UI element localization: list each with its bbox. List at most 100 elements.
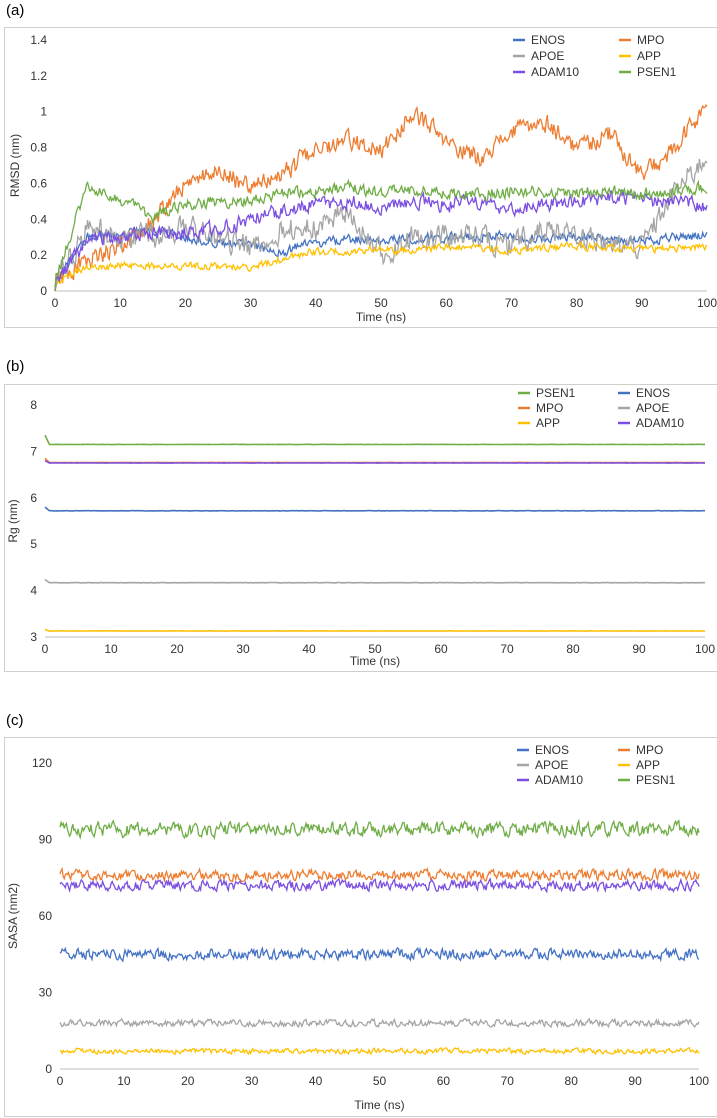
legend-label: PESN1: [636, 773, 676, 787]
x-tick-label: 80: [566, 642, 580, 656]
x-tick-label: 40: [309, 296, 323, 310]
series-line-adam10: [44, 459, 706, 464]
y-tick-label: 4: [30, 584, 37, 598]
legend-label: APP: [637, 49, 661, 63]
y-axis-label: RMSD (nm): [8, 134, 22, 197]
x-tick-label: 0: [52, 296, 59, 310]
legend-label: ADAM10: [535, 773, 583, 787]
legend-label: APOE: [636, 401, 669, 415]
legend-label: APP: [536, 416, 560, 430]
x-tick-label: 20: [170, 642, 184, 656]
y-tick-label: 0.2: [30, 248, 47, 262]
x-tick-label: 60: [434, 642, 448, 656]
legend-label: ENOS: [535, 743, 569, 757]
chart-a-svg: 0 0.2 0.4 0.6 0.8 1 1.2 1.4 0 10 20 30 40 50 60 70 80 90 1…: [8, 33, 717, 324]
y-tick-label: 6: [30, 491, 37, 505]
legend-label: APP: [636, 758, 660, 772]
x-tick-label: 100: [697, 296, 717, 310]
series-line-psen1: [54, 178, 708, 292]
x-tick-label: 60: [437, 1074, 451, 1088]
x-tick-label: 30: [245, 1074, 259, 1088]
x-tick-label: 0: [42, 642, 49, 656]
x-tick-label: 10: [117, 1074, 131, 1088]
y-tick-label: 30: [39, 986, 53, 1000]
x-tick-label: 100: [695, 642, 715, 656]
x-tick-label: 70: [501, 1074, 515, 1088]
series-line-adam10: [59, 877, 700, 894]
series-line-apoe: [59, 1017, 700, 1029]
chart-a: 0 0.2 0.4 0.6 0.8 1 1.2 1.4 0 10 20 30 40 50 60 70 80 90 1…: [4, 27, 717, 328]
series-line-mpo: [59, 866, 700, 884]
y-axis-label: Rg (nm): [6, 499, 20, 542]
y-tick-label: 90: [39, 833, 53, 847]
x-tick-label: 90: [635, 296, 649, 310]
y-tick-label: 0: [40, 284, 47, 298]
x-tick-label: 70: [505, 296, 519, 310]
y-tick-label: 1: [40, 105, 47, 119]
y-tick-label: 120: [32, 756, 52, 770]
series-line-psen1: [44, 434, 705, 446]
x-tick-label: 20: [179, 296, 193, 310]
legend-label: MPO: [536, 401, 563, 415]
x-tick-label: 80: [565, 1074, 579, 1088]
x-tick-label: 40: [309, 1074, 323, 1088]
series-line-apoe: [44, 578, 706, 584]
x-tick-label: 50: [373, 1074, 387, 1088]
x-tick-label: 90: [628, 1074, 642, 1088]
series-line-app: [54, 241, 708, 292]
y-tick-label: 0.6: [30, 176, 47, 190]
legend-label: ADAM10: [531, 65, 579, 79]
x-axis-label: Time (ns): [356, 310, 406, 324]
y-tick-label: 1.4: [30, 33, 47, 47]
x-axis-label: Time (ns): [350, 654, 400, 668]
x-tick-label: 50: [374, 296, 388, 310]
y-tick-label: 3: [30, 630, 37, 644]
x-tick-label: 10: [114, 296, 128, 310]
panel-label-a: (a): [6, 2, 25, 19]
series-line-enos: [59, 945, 700, 963]
y-tick-label: 0.8: [30, 141, 47, 155]
x-tick-label: 40: [302, 642, 316, 656]
legend-label: PSEN1: [637, 65, 677, 79]
x-tick-label: 50: [368, 642, 382, 656]
x-tick-label: 10: [104, 642, 118, 656]
y-tick-label: 7: [30, 444, 37, 458]
x-tick-label: 30: [244, 296, 258, 310]
series-line-mpo: [44, 457, 706, 464]
legend-label: ADAM10: [636, 416, 684, 430]
chart-b: 3 4 5 6 7 8 0 10 20 30 40 50 60 70 80 90 100 Time (ns) Rg …: [4, 384, 717, 672]
y-axis-label: SASA (nm2): [6, 883, 20, 949]
legend-label: PSEN1: [536, 386, 576, 400]
x-tick-label: 0: [57, 1074, 64, 1088]
x-tick-label: 80: [570, 296, 584, 310]
series-line-app: [44, 628, 706, 633]
panel-label-b: (b): [6, 358, 25, 375]
series-line-adam10: [54, 188, 708, 292]
x-tick-label: 100: [689, 1074, 709, 1088]
legend-label: ENOS: [531, 33, 565, 47]
x-tick-label: 60: [440, 296, 454, 310]
x-axis-label: Time (ns): [354, 1098, 404, 1112]
x-tick-label: 90: [632, 642, 646, 656]
legend-label: APOE: [535, 758, 568, 772]
legend-label: APOE: [531, 49, 564, 63]
y-tick-label: 0.4: [30, 212, 47, 226]
chart-c-svg: 0 30 60 90 120 0 10 20 30 40 50 60 70 80 90 100 Time (ns…: [6, 743, 709, 1112]
y-tick-label: 8: [30, 398, 37, 412]
series-line-app: [59, 1046, 700, 1056]
series-line-mpo: [54, 104, 708, 292]
legend-label: MPO: [637, 33, 664, 47]
legend-label: MPO: [636, 743, 663, 757]
y-tick-label: 0: [45, 1062, 52, 1076]
x-tick-label: 20: [181, 1074, 195, 1088]
y-tick-label: 5: [30, 537, 37, 551]
series-line-pesn1: [59, 818, 700, 841]
chart-c: 0 30 60 90 120 0 10 20 30 40 50 60 70 80 90 100 Time (ns…: [4, 737, 717, 1117]
legend-label: ENOS: [636, 386, 670, 400]
x-tick-label: 70: [500, 642, 514, 656]
panel-label-c: (c): [6, 712, 24, 729]
series-line-enos: [44, 506, 705, 512]
y-tick-label: 60: [39, 909, 53, 923]
x-tick-label: 30: [236, 642, 250, 656]
